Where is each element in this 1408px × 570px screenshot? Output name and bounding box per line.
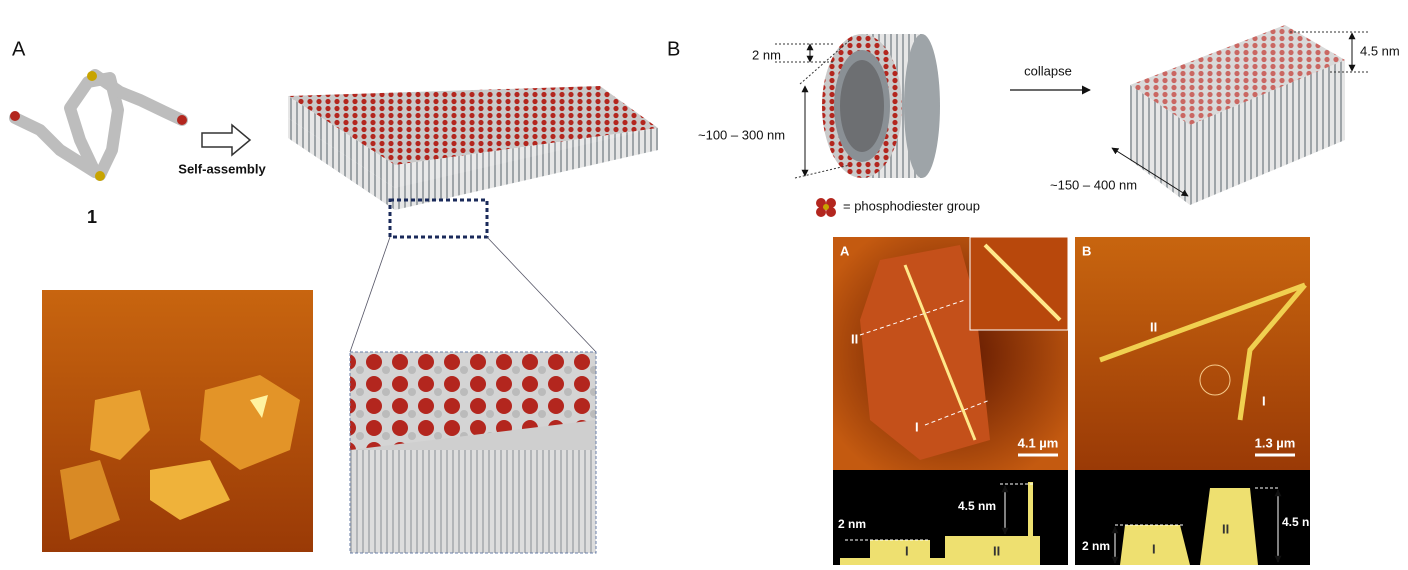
arrow-label: Self-assembly: [178, 161, 266, 176]
feature-label: I: [1262, 393, 1266, 408]
region-label: I: [1152, 541, 1156, 556]
dimension-label: ~100 – 300 nm: [698, 127, 785, 142]
height-label: 4.5 nm: [1282, 515, 1320, 529]
feature-label: II: [1150, 319, 1157, 334]
height-label: 2 nm: [838, 517, 866, 531]
molecule-label: 1: [87, 207, 97, 227]
image-label: B: [1082, 243, 1091, 258]
feature-label: I: [915, 419, 919, 434]
guide-line: [795, 165, 850, 178]
dimension-label: 4.5 nm: [1360, 43, 1400, 58]
dimension-label: ~150 – 400 nm: [1050, 177, 1137, 192]
molecule: [10, 71, 187, 181]
region-label: II: [993, 543, 1000, 558]
zoom-line: [350, 237, 390, 352]
height-label: 4.5 nm: [958, 499, 996, 513]
feature-label: II: [851, 331, 858, 346]
afm-image: [42, 290, 313, 552]
zoom-line: [487, 237, 596, 352]
legend-text: = phosphodiester group: [843, 198, 980, 213]
zoom-view: [350, 352, 596, 553]
scale-bar-label: 1.3 µm: [1255, 435, 1296, 450]
region-label: I: [905, 543, 909, 558]
bilayer-sheet: [288, 86, 658, 210]
legend-icon: [816, 198, 836, 217]
height-label: 2 nm: [1082, 539, 1110, 553]
collapsed-sheet: [1130, 25, 1345, 205]
region-label: II: [1222, 521, 1229, 536]
panel-label: B: [667, 38, 680, 60]
panel-label: A: [12, 38, 26, 60]
height-profile: [1075, 470, 1310, 565]
arrow-label: collapse: [1024, 63, 1072, 78]
scale-bar-label: 4.1 µm: [1018, 435, 1059, 450]
nanotube: [822, 34, 940, 178]
height-profile: [833, 470, 1068, 565]
figure: A Self-assembly 1 B: [0, 0, 1408, 565]
arrow: [202, 125, 250, 155]
dimension-label: 2 nm: [752, 47, 781, 62]
image-label: A: [840, 243, 850, 258]
